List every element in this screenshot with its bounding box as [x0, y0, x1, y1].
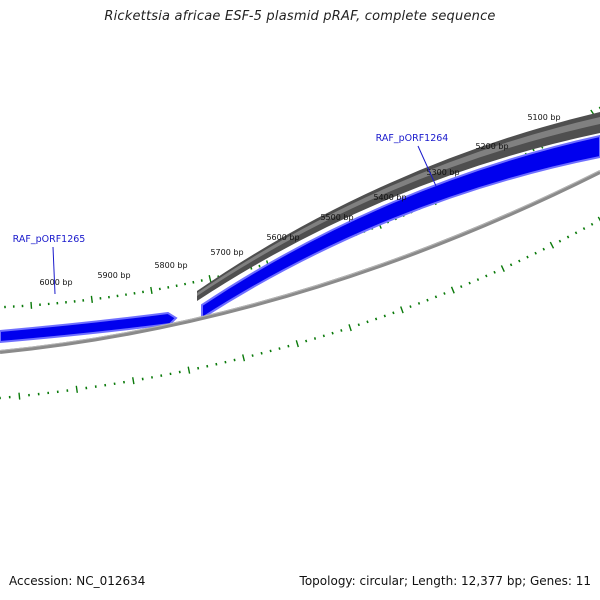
inner-scale-ring	[0, 216, 600, 400]
scale-tick-label: 5600 bp	[266, 233, 299, 242]
scale-dot	[374, 317, 378, 321]
scale-dot	[566, 235, 570, 239]
scale-major-dash	[400, 306, 404, 314]
scale-dot	[224, 360, 227, 364]
scale-dot	[331, 331, 334, 335]
scale-dot	[251, 354, 254, 357]
scale-dot	[493, 270, 496, 274]
scale-major-dash	[348, 324, 352, 332]
scale-dot	[366, 320, 369, 324]
scale-dot	[258, 264, 261, 268]
scale-major-dash	[90, 295, 93, 303]
scale-dot	[340, 329, 343, 332]
scale-tick-label: 5500 bp	[320, 213, 353, 222]
scale-major-dash	[208, 275, 212, 283]
scale-dot	[534, 251, 537, 255]
gene-label-leader	[417, 145, 437, 187]
scale-tick-label: 6000 bp	[39, 278, 72, 287]
scale-major-dash	[132, 377, 135, 385]
scale-dot	[322, 334, 325, 338]
scale-dot	[178, 370, 181, 374]
scale-dot	[175, 284, 178, 288]
gene-label-leader	[52, 246, 56, 295]
scale-dot	[582, 227, 586, 231]
scale-dot	[184, 282, 187, 286]
gene-label-RAF_pORF1265[interactable]: RAF_pORF1265	[13, 234, 86, 245]
backbone-line	[0, 170, 600, 354]
scale-dot	[590, 222, 594, 226]
scale-dot	[476, 278, 480, 282]
gene-labels: RAF_pORF1264 RAF_pORF1265	[13, 133, 449, 295]
scale-dot	[558, 239, 562, 243]
scale-dot	[278, 347, 281, 350]
gene-arrow-RAF_pORF1264[interactable]	[201, 134, 600, 320]
gene-arrow-RAF_pORF1265[interactable]	[0, 311, 178, 344]
scale-dot	[526, 255, 529, 259]
gene-label-RAF_pORF1264[interactable]: RAF_pORF1264	[376, 133, 449, 144]
scale-dot	[313, 337, 317, 340]
scale-tick-label: 5300 bp	[426, 168, 459, 177]
scale-dot	[434, 295, 438, 299]
scale-dot	[574, 231, 578, 235]
scale-major-dash	[242, 354, 246, 362]
scale-dot	[460, 285, 463, 289]
scale-dot	[417, 302, 421, 305]
scale-dot	[426, 298, 429, 302]
scale-tick-label: 5900 bp	[97, 271, 130, 280]
scale-ticks: 5100 bp 5200 bp 5300 bp 5400 bp 5500 bp 5600 …	[39, 113, 560, 287]
accession-label: Accession: NC_012634	[9, 574, 146, 588]
scale-tick-label: 5800 bp	[154, 261, 187, 270]
scale-major-dash	[150, 286, 153, 295]
scale-dot	[485, 274, 488, 278]
scale-tick-label: 5400 bp	[373, 193, 406, 202]
map-title: Rickettsia africae ESF-5 plasmid pRAF, c…	[104, 9, 496, 24]
scale-dot	[167, 286, 170, 289]
scale-dot	[233, 358, 236, 362]
scale-major-dash	[450, 286, 455, 294]
scale-dot	[160, 374, 163, 377]
scale-dot	[250, 266, 253, 270]
scale-tick-label: 5700 bp	[210, 248, 243, 257]
scale-dot	[518, 259, 521, 263]
scale-dot	[192, 280, 195, 284]
scale-tick-label: 5200 bp	[475, 142, 508, 151]
scale-dot	[509, 263, 513, 267]
scale-major-dash	[597, 216, 600, 222]
scale-dot	[197, 366, 200, 370]
backbone-line-shade	[0, 170, 600, 351]
scale-dot	[542, 247, 546, 251]
topology-summary: Topology: circular; Length: 12,377 bp; G…	[299, 574, 591, 588]
scale-dot	[158, 287, 161, 291]
scale-dot	[409, 305, 412, 308]
scale-dot	[392, 311, 395, 315]
scale-major-dash	[18, 392, 21, 400]
scale-dot	[287, 344, 290, 348]
scale-dot	[260, 351, 263, 355]
scale-dot	[206, 364, 209, 368]
scale-dot	[200, 279, 203, 282]
scale-dot	[443, 292, 446, 295]
scale-dot	[383, 314, 386, 318]
scale-dot	[468, 281, 471, 285]
scale-dot	[357, 323, 360, 327]
scale-major-dash	[187, 366, 191, 374]
scale-tick-label: 5100 bp	[527, 113, 560, 122]
scale-major-dash	[30, 301, 33, 309]
scale-dot	[215, 362, 218, 366]
scale-dot	[305, 339, 308, 343]
scale-major-dash	[549, 241, 555, 249]
scale-major-dash	[500, 265, 505, 272]
scale-major-dash	[75, 385, 78, 393]
scale-major-dash	[295, 340, 299, 348]
scale-dot	[269, 349, 272, 353]
